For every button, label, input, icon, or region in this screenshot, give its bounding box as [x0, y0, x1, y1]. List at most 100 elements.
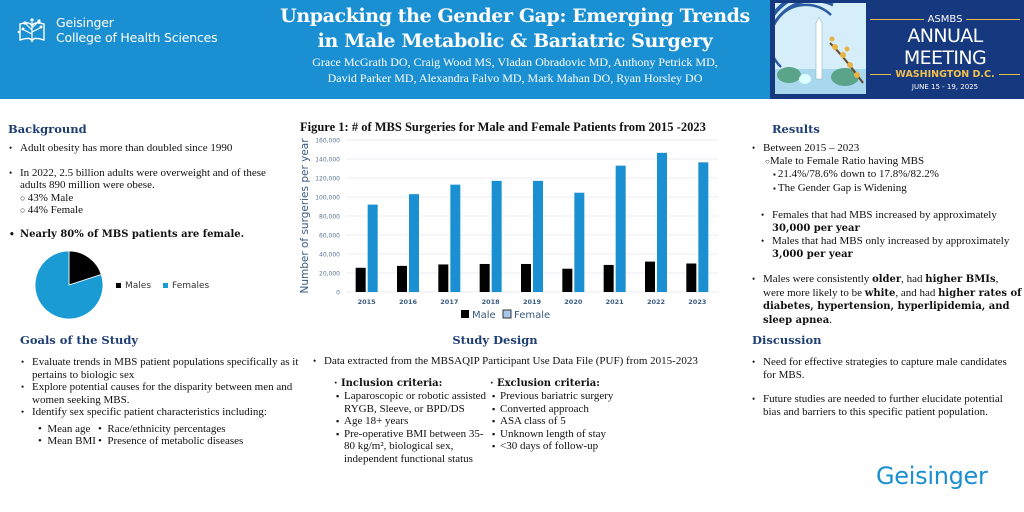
results-bullet: Between 2015 – 2023 ○Male to Female Rati…: [752, 142, 1022, 195]
bar-female-2016: [409, 194, 419, 292]
inclusion-heading: · Inclusion criteria:: [334, 377, 443, 389]
x-tick-label: 2018: [482, 298, 501, 306]
bar-chart-canvas: Number of surgeries per year 0 20,000 40,00…: [299, 138, 718, 321]
results-sub-bullet: ○Male to Female Ratio having MBS: [765, 154, 925, 167]
bar-female-2020: [574, 192, 585, 292]
background-sub-bullet: ○ 44% Female: [20, 204, 83, 216]
tree-book-icon: [17, 18, 45, 43]
discussion-heading: Discussion: [752, 333, 822, 347]
bar-female-2015: [367, 204, 378, 292]
background-bullet: Adult obesity has more than doubled sinc…: [9, 142, 293, 155]
y-tick-label: 60,000: [319, 233, 340, 240]
exclusion-item: Unknown length of stay: [492, 428, 650, 441]
results-bullet: Males that had MBS only increased by app…: [761, 235, 1022, 261]
bar-male-2017: [438, 264, 449, 292]
x-tick-label: 2016: [399, 298, 418, 306]
goals-sub-item: • Presence of metabolic diseases: [98, 435, 244, 447]
bar-female-2023: [698, 162, 709, 292]
meeting-dates: JUNE 15 - 19, 2025: [911, 83, 979, 91]
authors-line2: David Parker MD, Alexandra Falvo MD, Mar…: [327, 71, 703, 85]
goals-bullet: Identify sex specific patient characteri…: [21, 406, 300, 419]
background-section: Background Adult obesity has more than d…: [8, 122, 293, 241]
asmbs-meeting-logo: ASMBS ANNUAL MEETING WASHINGTON D.C. JUN…: [770, 0, 1024, 99]
x-tick-label: 2017: [440, 298, 458, 306]
bar-male-2020: [562, 268, 573, 292]
y-tick-label: 120,000: [315, 176, 340, 183]
results-section: Results Between 2015 – 2023 ○Male to Fem…: [752, 122, 1022, 327]
bar-male-2019: [521, 263, 531, 292]
inclusion-item: Age 18+ years: [336, 415, 490, 428]
background-bullet-text: In 2022, 2.5 billion adults were overwei…: [20, 166, 266, 192]
x-tick-label: 2021: [606, 298, 625, 306]
discussion-bullet: Future studies are needed to further elu…: [752, 393, 1022, 418]
poster-title-line2: in Male Metabolic & Bariatric Surgery: [317, 30, 713, 52]
legend-label-male: Male: [472, 310, 496, 321]
x-tick-label: 2019: [523, 298, 542, 306]
x-tick-label: 2015: [358, 298, 377, 306]
y-tick-label: 80,000: [319, 214, 340, 221]
goals-bullet: Evaluate trends in MBS patient populatio…: [21, 356, 300, 381]
bar-male-2015: [355, 267, 366, 292]
bar-female-2017: [450, 184, 461, 292]
washington-monument-illustration: [775, 3, 866, 94]
background-bullet: Nearly 80% of MBS patients are female.: [9, 229, 293, 242]
exclusion-item: <30 days of follow-up: [492, 440, 650, 453]
y-tick-label: 100,000: [315, 195, 340, 202]
goals-sub-item: • Race/ethnicity percentages: [98, 422, 226, 435]
y-tick-label: 40,000: [319, 252, 340, 259]
results-sub-sub-bullet: ▪ The Gender Gap is Widening: [773, 181, 907, 194]
y-tick-label: 160,000: [315, 138, 340, 145]
inclusion-criteria: · Inclusion criteria: Laparoscopic or ro…: [334, 378, 490, 466]
study-design-heading: Study Design: [452, 333, 538, 347]
chart-title: Figure 1: # of MBS Surgeries for Male an…: [300, 120, 706, 134]
bar-male-2023: [686, 263, 697, 292]
pie-legend-item-males: Males: [116, 281, 151, 291]
bar-male-2016: [397, 265, 407, 292]
bar-male-2022: [645, 261, 655, 292]
legend-swatch-male: [461, 310, 469, 318]
org-name: Geisinger: [56, 15, 114, 30]
pie-legend-item-females: Females: [163, 281, 209, 291]
goals-sub-item: • Mean BMI: [38, 435, 96, 447]
discussion-bullet: Need for effective strategies to capture…: [752, 356, 1022, 381]
discussion-section: Discussion Need for effective strategies…: [752, 333, 1022, 418]
exclusion-item: ASA class of 5: [492, 415, 650, 428]
surgeries-bar-chart: Figure 1: # of MBS Surgeries for Male an…: [296, 118, 726, 334]
results-bullet: Females that had MBS increased by approx…: [761, 209, 1022, 235]
poster-title-line1: Unpacking the Gender Gap: Emerging Trend…: [280, 5, 750, 27]
inclusion-item: Laparoscopic or robotic assisted RYGB, S…: [336, 390, 490, 415]
exclusion-item: Converted approach: [492, 403, 650, 416]
sex-distribution-pie-chart: [34, 250, 104, 320]
y-tick-label: 0: [336, 290, 340, 297]
results-sub-sub-bullet: ▪ 21.4%/78.6% down to 17.8%/82.2%: [773, 168, 939, 180]
background-heading: Background: [8, 122, 87, 136]
goals-bullet: Explore potential causes for the dispari…: [21, 381, 300, 406]
bar-female-2022: [657, 152, 667, 292]
exclusion-item: Previous bariatric surgery: [492, 390, 650, 403]
college-logo: Geisinger College of Health Sciences: [14, 12, 218, 48]
pie-legend: Males Females: [116, 281, 209, 291]
goals-sub-item: • Mean age: [38, 422, 91, 435]
y-axis-label: Number of surgeries per year: [299, 138, 311, 294]
pie-slice-males: [68, 250, 102, 286]
results-bullet: Males were consistently older, had highe…: [752, 273, 1022, 327]
inclusion-item: Pre-operative BMI between 35-80 kg/m², b…: [336, 428, 490, 466]
bar-female-2021: [615, 165, 626, 292]
bar-male-2018: [479, 263, 490, 292]
x-tick-label: 2020: [564, 298, 583, 306]
header-banner: Geisinger College of Health Sciences Unp…: [0, 0, 1024, 99]
goals-section: Goals of the Study Evaluate trends in MB…: [20, 333, 300, 448]
results-heading: Results: [772, 122, 820, 136]
legend-swatch-female: [502, 309, 512, 319]
exclusion-criteria: · Exclusion criteria: Previous bariatric…: [490, 378, 650, 466]
geisinger-logo: Geisinger: [876, 462, 988, 490]
legend-label-female: Female: [514, 310, 550, 321]
exclusion-heading: · Exclusion criteria:: [490, 377, 600, 389]
authors-line1: Grace McGrath DO, Craig Wood MS, Vladan …: [312, 55, 718, 69]
x-tick-label: 2023: [688, 298, 706, 306]
bar-female-2019: [533, 180, 543, 292]
bar-female-2018: [491, 180, 502, 292]
y-tick-label: 140,000: [315, 157, 340, 164]
goals-heading: Goals of the Study: [20, 333, 139, 347]
college-name: College of Health Sciences: [56, 30, 218, 45]
